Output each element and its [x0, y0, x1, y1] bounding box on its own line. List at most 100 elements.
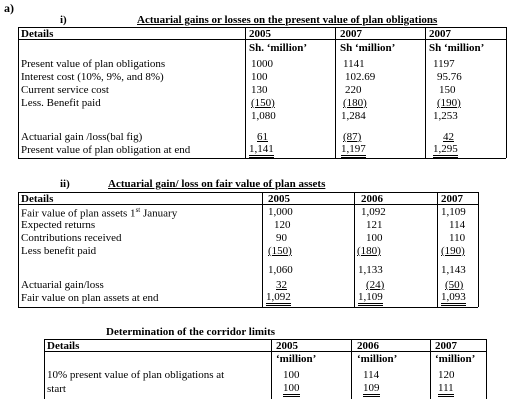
row-label: Actuarial gain /loss(bal fig) [21, 131, 143, 143]
cell-value: 42 [443, 131, 454, 143]
column-header: 2006 [361, 193, 383, 205]
cell-value: (180) [343, 97, 367, 109]
cell-value: 1,141 [249, 144, 274, 158]
unit-label: Sh ‘million’ [340, 42, 396, 54]
unit-label: ‘million’ [357, 353, 398, 365]
cell-value: 114 [363, 369, 380, 381]
cell-value: 109 [363, 383, 380, 397]
cell-value: 121 [366, 219, 383, 231]
row-label: Actuarial gain/loss [21, 279, 104, 291]
table-border [44, 339, 486, 340]
row-label: Expected returns [21, 219, 96, 231]
table-border [18, 39, 506, 40]
unit-label: Sh ‘million’ [429, 42, 485, 54]
row-label: Less. Benefit paid [21, 97, 101, 109]
cell-value: 1000 [251, 58, 273, 70]
cell-value: (50) [445, 279, 464, 291]
column-header: 2007 [435, 340, 457, 352]
row-label: Current service cost [21, 84, 109, 96]
cell-value: 1,143 [441, 264, 466, 276]
table-border [245, 27, 246, 158]
row-label: Present value of plan obligation at end [21, 144, 191, 156]
unit-label: ‘million’ [276, 353, 317, 365]
cell-value: 1197 [433, 58, 455, 70]
column-header: Details [21, 28, 54, 40]
table-border [44, 351, 486, 352]
cell-value: 102.69 [345, 71, 376, 83]
table-title: Actuarial gain/ loss on fair value of pl… [108, 178, 326, 190]
cell-value: 1,109 [358, 292, 383, 306]
table-border [18, 27, 506, 28]
column-header: Details [47, 340, 80, 352]
cell-value: 1,000 [268, 206, 293, 218]
cell-value: 95.76 [437, 71, 462, 83]
cell-value: (24) [366, 279, 385, 291]
cell-value: 100 [283, 369, 300, 381]
table-border [18, 307, 478, 308]
cell-value: 1,295 [433, 144, 458, 158]
table-border [486, 339, 487, 399]
cell-value: 1,060 [268, 264, 293, 276]
table-border [354, 192, 355, 307]
table-border [478, 192, 479, 307]
cell-value: (190) [437, 97, 461, 109]
table-border [430, 339, 431, 399]
table-border [18, 192, 478, 193]
table-border [271, 339, 272, 399]
cell-value: 32 [276, 279, 287, 291]
cell-value: 1,253 [433, 110, 458, 122]
column-header: 2005 [276, 340, 298, 352]
table-border [18, 27, 19, 158]
part-label: a) [4, 1, 14, 15]
cell-value: 1,109 [441, 206, 466, 218]
table-border [335, 27, 336, 158]
column-header: 2006 [357, 340, 379, 352]
cell-value: 90 [276, 232, 287, 244]
table-number: ii) [60, 178, 70, 190]
row-label: Interest cost (10%, 9%, and 8%) [21, 71, 164, 83]
row-label: Less benefit paid [21, 245, 97, 257]
cell-value: 130 [251, 84, 268, 96]
cell-value: (150) [268, 245, 292, 257]
table-border [18, 204, 478, 205]
table-border [18, 192, 19, 307]
row-label: 10% present value of plan obligations at [47, 369, 225, 381]
cell-value: 120 [274, 219, 291, 231]
cell-value: (150) [251, 97, 275, 109]
row-label: Contributions received [21, 232, 122, 244]
table-title: Actuarial gains or losses on the present… [137, 14, 438, 26]
row-label: Present value of plan obligations [21, 58, 166, 70]
table-border [18, 158, 506, 159]
table-border [425, 27, 426, 158]
cell-value: 1,092 [361, 206, 386, 218]
cell-value: 1,284 [341, 110, 366, 122]
cell-value: 114 [449, 219, 466, 231]
table-border [262, 192, 263, 307]
cell-value: 100 [366, 232, 383, 244]
row-label: Fair value of plan assets 1st January [21, 206, 178, 220]
column-header: 2005 [249, 28, 271, 40]
cell-value: 1,133 [358, 264, 383, 276]
table-border [351, 339, 352, 399]
cell-value: 1,080 [251, 110, 276, 122]
cell-value: 111 [438, 383, 454, 397]
column-header: Details [21, 193, 54, 205]
table-title: Determination of the corridor limits [106, 326, 276, 338]
table-border [44, 339, 45, 399]
row-label: start [47, 383, 66, 395]
cell-value: 100 [251, 71, 268, 83]
column-header: 2007 [340, 28, 362, 40]
cell-value: 1,092 [266, 292, 291, 306]
cell-value: 1,197 [341, 144, 366, 158]
cell-value: 100 [283, 383, 300, 397]
cell-value: 61 [257, 131, 268, 143]
cell-value: 110 [449, 232, 466, 244]
cell-value: 120 [438, 369, 455, 381]
column-header: 2005 [268, 193, 290, 205]
cell-value: 1,093 [441, 292, 466, 306]
unit-label: ‘million’ [435, 353, 476, 365]
cell-value: 150 [439, 84, 456, 96]
column-header: 2007 [441, 193, 463, 205]
column-header: 2007 [429, 28, 451, 40]
cell-value: (180) [357, 245, 381, 257]
